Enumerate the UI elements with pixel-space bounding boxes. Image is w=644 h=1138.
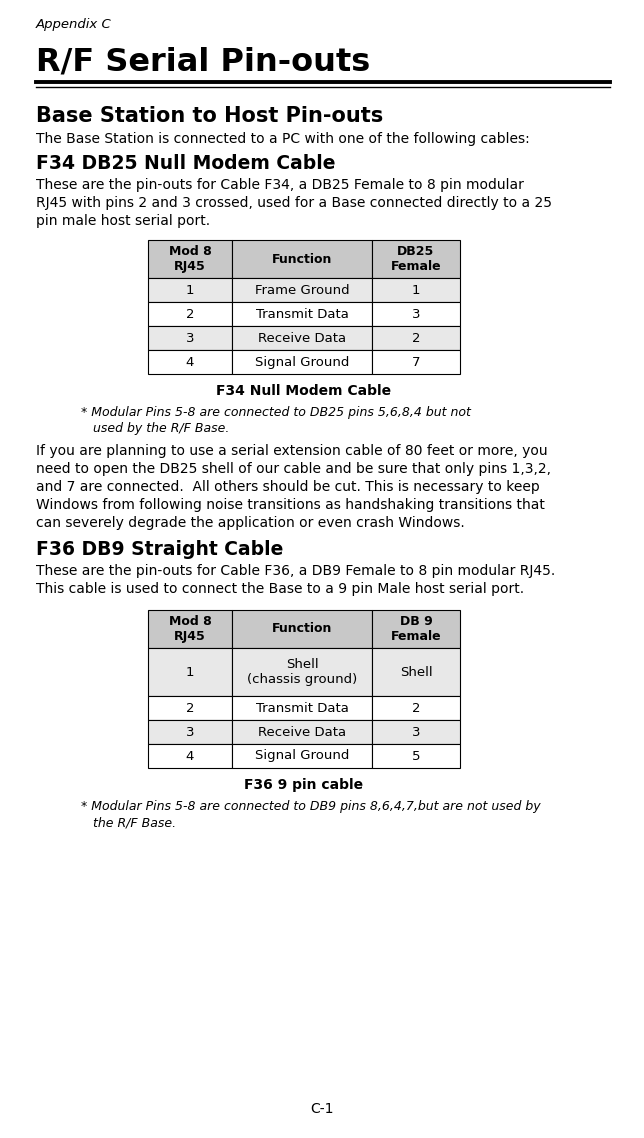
Bar	[148, 325, 232, 351]
Text: DB 9
Female: DB 9 Female	[391, 615, 441, 643]
Text: 3: 3	[185, 726, 194, 739]
Bar	[372, 278, 460, 302]
Text: Mod 8
RJ45: Mod 8 RJ45	[169, 615, 211, 643]
Text: Windows from following noise transitions as handshaking transitions that: Windows from following noise transitions…	[36, 498, 545, 512]
Bar	[372, 648, 460, 696]
Bar	[232, 325, 372, 351]
Text: RJ45 with pins 2 and 3 crossed, used for a Base connected directly to a 25: RJ45 with pins 2 and 3 crossed, used for…	[36, 196, 552, 211]
Text: DB25
Female: DB25 Female	[391, 245, 441, 273]
Text: F36 DB9 Straight Cable: F36 DB9 Straight Cable	[36, 541, 283, 559]
Text: This cable is used to connect the Base to a 9 pin Male host serial port.: This cable is used to connect the Base t…	[36, 582, 524, 596]
Text: These are the pin-outs for Cable F34, a DB25 Female to 8 pin modular: These are the pin-outs for Cable F34, a …	[36, 178, 524, 192]
Bar	[372, 325, 460, 351]
Text: 2: 2	[412, 701, 421, 715]
Text: If you are planning to use a serial extension cable of 80 feet or more, you: If you are planning to use a serial exte…	[36, 444, 547, 457]
Bar	[148, 278, 232, 302]
Text: pin male host serial port.: pin male host serial port.	[36, 214, 210, 228]
Bar	[372, 351, 460, 374]
Text: used by the R/F Base.: used by the R/F Base.	[81, 422, 229, 435]
Text: 4: 4	[186, 750, 194, 762]
Text: 4: 4	[186, 355, 194, 369]
Text: * Modular Pins 5-8 are connected to DB9 pins 8,6,4,7,but are not used by: * Modular Pins 5-8 are connected to DB9 …	[81, 800, 540, 813]
Text: F34 DB25 Null Modem Cable: F34 DB25 Null Modem Cable	[36, 154, 336, 173]
Text: the R/F Base.: the R/F Base.	[81, 816, 176, 828]
Text: Function: Function	[272, 622, 332, 635]
Text: Frame Ground: Frame Ground	[254, 283, 349, 297]
Text: Function: Function	[272, 253, 332, 265]
Text: Receive Data: Receive Data	[258, 726, 346, 739]
Text: Signal Ground: Signal Ground	[255, 750, 349, 762]
Text: Base Station to Host Pin-outs: Base Station to Host Pin-outs	[36, 106, 383, 126]
Text: need to open the DB25 shell of our cable and be sure that only pins 1,3,2,: need to open the DB25 shell of our cable…	[36, 462, 551, 476]
Bar	[232, 278, 372, 302]
Bar	[148, 302, 232, 325]
Bar	[372, 696, 460, 720]
Text: Transmit Data: Transmit Data	[256, 701, 348, 715]
Bar	[148, 720, 232, 744]
Bar	[372, 302, 460, 325]
Bar	[372, 240, 460, 278]
Text: 1: 1	[185, 666, 194, 678]
Bar	[372, 610, 460, 648]
Text: Mod 8
RJ45: Mod 8 RJ45	[169, 245, 211, 273]
Text: Receive Data: Receive Data	[258, 331, 346, 345]
Bar	[148, 351, 232, 374]
Text: 7: 7	[412, 355, 421, 369]
Bar	[148, 744, 232, 768]
Bar	[232, 744, 372, 768]
Text: The Base Station is connected to a PC with one of the following cables:: The Base Station is connected to a PC wi…	[36, 132, 530, 146]
Bar	[232, 720, 372, 744]
Text: F36 9 pin cable: F36 9 pin cable	[245, 778, 364, 792]
Text: F34 Null Modem Cable: F34 Null Modem Cable	[216, 384, 392, 398]
Text: Signal Ground: Signal Ground	[255, 355, 349, 369]
Bar	[232, 696, 372, 720]
Bar	[372, 720, 460, 744]
Text: and 7 are connected.  All others should be cut. This is necessary to keep: and 7 are connected. All others should b…	[36, 480, 540, 494]
Text: 5: 5	[412, 750, 421, 762]
Text: R/F Serial Pin-outs: R/F Serial Pin-outs	[36, 46, 370, 77]
Bar	[232, 648, 372, 696]
Text: Shell: Shell	[400, 666, 432, 678]
Bar	[148, 648, 232, 696]
Bar	[232, 240, 372, 278]
Bar	[148, 610, 232, 648]
Text: 3: 3	[185, 331, 194, 345]
Text: These are the pin-outs for Cable F36, a DB9 Female to 8 pin modular RJ45.: These are the pin-outs for Cable F36, a …	[36, 564, 555, 578]
Text: 1: 1	[412, 283, 421, 297]
Text: Transmit Data: Transmit Data	[256, 307, 348, 321]
Bar	[232, 610, 372, 648]
Text: can severely degrade the application or even crash Windows.: can severely degrade the application or …	[36, 516, 465, 530]
Bar	[148, 240, 232, 278]
Text: 2: 2	[412, 331, 421, 345]
Text: C-1: C-1	[310, 1102, 334, 1116]
Text: Appendix C: Appendix C	[36, 18, 112, 31]
Text: 1: 1	[185, 283, 194, 297]
Text: * Modular Pins 5-8 are connected to DB25 pins 5,6,8,4 but not: * Modular Pins 5-8 are connected to DB25…	[81, 406, 471, 419]
Text: 2: 2	[185, 307, 194, 321]
Text: 3: 3	[412, 307, 421, 321]
Bar	[232, 351, 372, 374]
Text: 3: 3	[412, 726, 421, 739]
Bar	[232, 302, 372, 325]
Bar	[148, 696, 232, 720]
Text: 2: 2	[185, 701, 194, 715]
Bar	[372, 744, 460, 768]
Text: Shell
(chassis ground): Shell (chassis ground)	[247, 658, 357, 686]
